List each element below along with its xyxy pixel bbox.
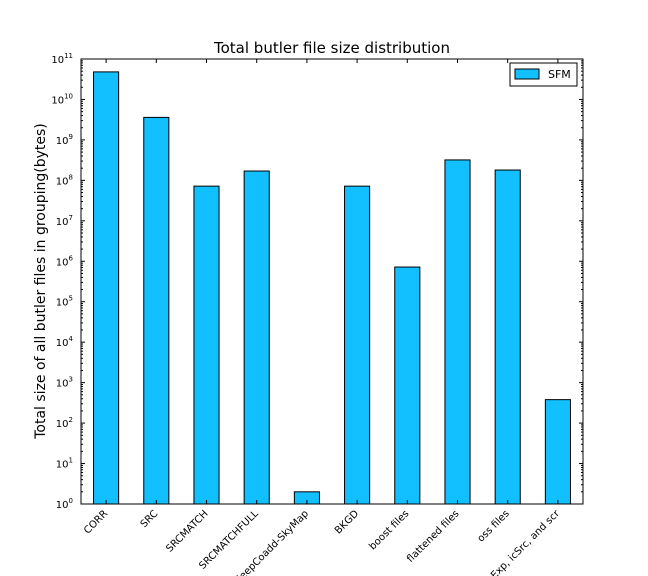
y-tick-label: 100 — [56, 497, 73, 511]
y-tick-label: 102 — [56, 416, 73, 430]
x-tick-label-2: SRCMATCH — [164, 508, 210, 554]
bar-7 — [444, 159, 471, 505]
x-tick-label-5: BKGD — [333, 508, 361, 536]
bar-8 — [494, 169, 521, 505]
y-tick-label: 109 — [56, 133, 73, 147]
legend: SFM — [509, 62, 578, 87]
bars-group — [93, 71, 571, 505]
bar-3 — [243, 170, 270, 505]
plot-area-frame — [80, 58, 584, 505]
y-tick-label: 1010 — [51, 92, 73, 106]
bar-2 — [193, 185, 220, 505]
y-tick-label: 107 — [56, 214, 73, 228]
bar-5 — [344, 185, 371, 505]
y-tick-label: 104 — [56, 335, 74, 349]
y-tick-label: 106 — [56, 254, 74, 268]
y-tick-label: 108 — [56, 173, 73, 187]
bar-9 — [544, 399, 571, 505]
legend-swatch-sfm — [514, 68, 540, 80]
y-tick-label: 103 — [56, 376, 73, 390]
bar-0 — [93, 71, 120, 505]
bar-1 — [143, 116, 170, 505]
chart-title: Total butler file size distribution — [213, 39, 450, 57]
legend-label-sfm: SFM — [548, 68, 571, 81]
y-tick-label: 105 — [56, 295, 73, 309]
x-tick-label-8: oss files — [476, 508, 512, 544]
x-tick-label-7: flattened files — [405, 508, 461, 564]
x-tick-label-6: boost files — [367, 508, 411, 552]
x-tick-label-0: CORR — [82, 508, 110, 536]
y-tick-label: 1011 — [51, 52, 73, 66]
bar-6 — [394, 266, 421, 505]
y-axis-label: Total size of all butler files in groupi… — [33, 123, 49, 440]
x-tick-label-1: SRC — [139, 508, 161, 530]
y-tick-label: 101 — [56, 457, 73, 471]
